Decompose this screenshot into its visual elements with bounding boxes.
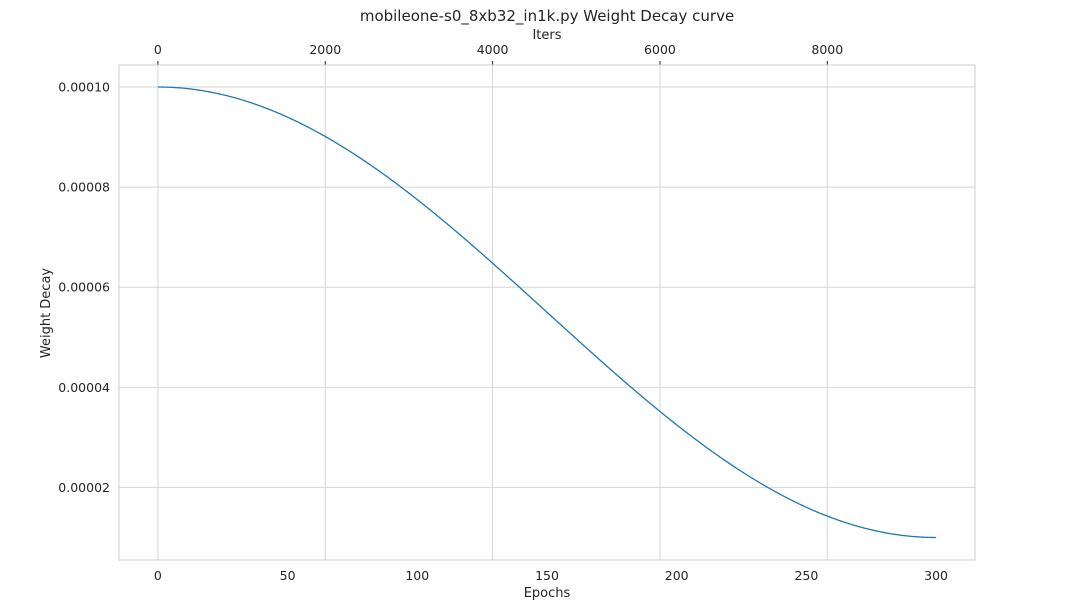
- x2-tick-label: 8000: [811, 42, 843, 57]
- x2-axis-label: Iters: [532, 28, 561, 43]
- x-tick-label: 0: [154, 568, 162, 583]
- x2-tick-label: 6000: [644, 42, 676, 57]
- weight-decay-line: [157, 86, 937, 539]
- y-axis-label: Weight Decay: [39, 268, 54, 359]
- x-tick-label: 50: [280, 568, 296, 583]
- x-tick-label: 100: [405, 568, 429, 583]
- x-tick-label: 300: [924, 568, 948, 583]
- x2-tick-label: 2000: [309, 42, 341, 57]
- plot-frame: [118, 64, 976, 561]
- x2-tick-label: 0: [154, 42, 162, 57]
- x2-tick-label: 4000: [477, 42, 509, 57]
- y-tick-label: 0.00010: [58, 80, 110, 95]
- x-tick-label: 200: [665, 568, 689, 583]
- y-tick-label: 0.00002: [58, 480, 110, 495]
- x-tick-label: 150: [535, 568, 559, 583]
- x-tick-label: 250: [794, 568, 818, 583]
- x-axis-label: Epochs: [524, 586, 571, 601]
- y-tick-label: 0.00006: [58, 280, 110, 295]
- y-tick-label: 0.00008: [58, 180, 110, 195]
- series-layer: [157, 86, 937, 539]
- chart-title: mobileone-s0_8xb32_in1k.py Weight Decay …: [360, 7, 734, 26]
- grid-layer: [119, 65, 975, 560]
- y-tick-label: 0.00004: [58, 380, 110, 395]
